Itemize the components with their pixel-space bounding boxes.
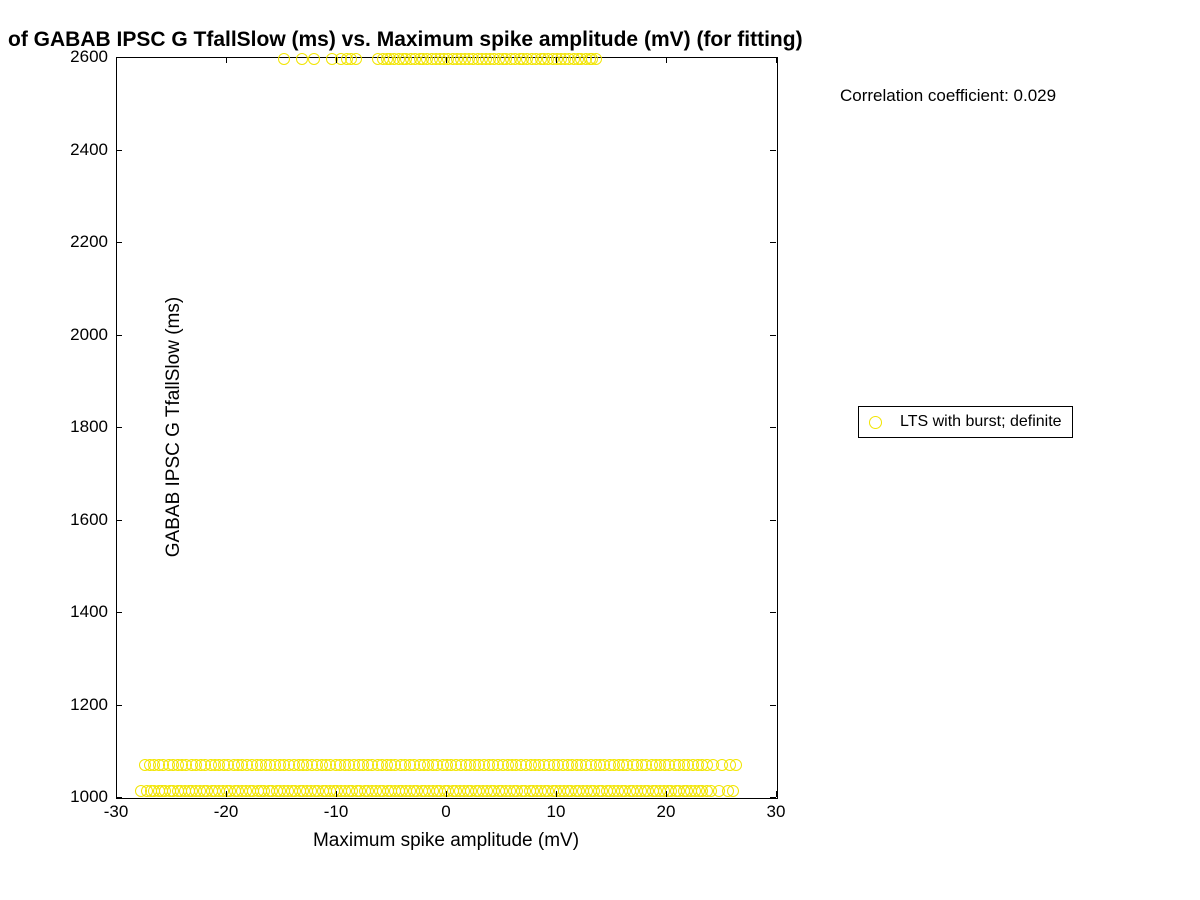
- x-tick: [776, 791, 777, 797]
- y-tick-label: 1600: [70, 510, 108, 530]
- y-tick: [116, 520, 122, 521]
- x-tick: [666, 57, 667, 63]
- legend-label: LTS with burst; definite: [900, 413, 1062, 431]
- y-tick-label: 2400: [70, 140, 108, 160]
- y-tick-label: 2000: [70, 325, 108, 345]
- scatter-marker: [308, 53, 320, 65]
- y-tick: [770, 150, 776, 151]
- y-tick: [116, 335, 122, 336]
- scatter-marker: [730, 759, 742, 771]
- y-tick: [116, 427, 122, 428]
- x-tick-label: -10: [324, 802, 349, 822]
- y-tick: [770, 57, 776, 58]
- x-tick: [336, 791, 337, 797]
- y-tick: [116, 57, 122, 58]
- x-tick: [336, 57, 337, 63]
- y-tick: [770, 242, 776, 243]
- y-tick: [116, 150, 122, 151]
- y-tick-label: 2200: [70, 232, 108, 252]
- y-tick-label: 1400: [70, 602, 108, 622]
- legend: LTS with burst; definite: [858, 406, 1073, 438]
- y-tick: [770, 335, 776, 336]
- y-tick: [770, 797, 776, 798]
- x-tick-label: 20: [657, 802, 676, 822]
- plot-area: [116, 57, 778, 799]
- x-tick: [226, 57, 227, 63]
- x-tick-label: 0: [441, 802, 450, 822]
- x-tick: [446, 57, 447, 63]
- y-tick: [116, 612, 122, 613]
- x-axis-label: Maximum spike amplitude (mV): [116, 830, 776, 852]
- x-tick: [666, 791, 667, 797]
- y-tick: [770, 520, 776, 521]
- y-tick-label: 1200: [70, 695, 108, 715]
- correlation-annotation: Correlation coefficient: 0.029: [840, 86, 1056, 106]
- legend-item: LTS with burst; definite: [869, 413, 1062, 431]
- x-tick-label: -20: [214, 802, 239, 822]
- scatter-marker: [590, 53, 602, 65]
- y-tick-label: 1800: [70, 417, 108, 437]
- x-tick-label: 30: [767, 802, 786, 822]
- y-axis-label: GABAB IPSC G TfallSlow (ms): [163, 297, 185, 557]
- y-tick: [116, 797, 122, 798]
- y-tick: [770, 427, 776, 428]
- x-tick: [446, 791, 447, 797]
- x-tick: [556, 791, 557, 797]
- y-tick: [770, 705, 776, 706]
- scatter-marker: [278, 53, 290, 65]
- y-tick-label: 1000: [70, 787, 108, 807]
- y-tick-label: 2600: [70, 47, 108, 67]
- y-tick: [116, 705, 122, 706]
- x-tick-label: 10: [547, 802, 566, 822]
- y-tick: [770, 612, 776, 613]
- y-tick: [116, 242, 122, 243]
- x-tick: [556, 57, 557, 63]
- chart-title: of GABAB IPSC G TfallSlow (ms) vs. Maxim…: [0, 28, 1200, 52]
- scatter-marker: [727, 785, 739, 797]
- legend-marker-icon: [869, 416, 882, 429]
- scatter-marker: [296, 53, 308, 65]
- scatter-marker: [350, 53, 362, 65]
- x-tick: [776, 57, 777, 63]
- x-tick: [226, 791, 227, 797]
